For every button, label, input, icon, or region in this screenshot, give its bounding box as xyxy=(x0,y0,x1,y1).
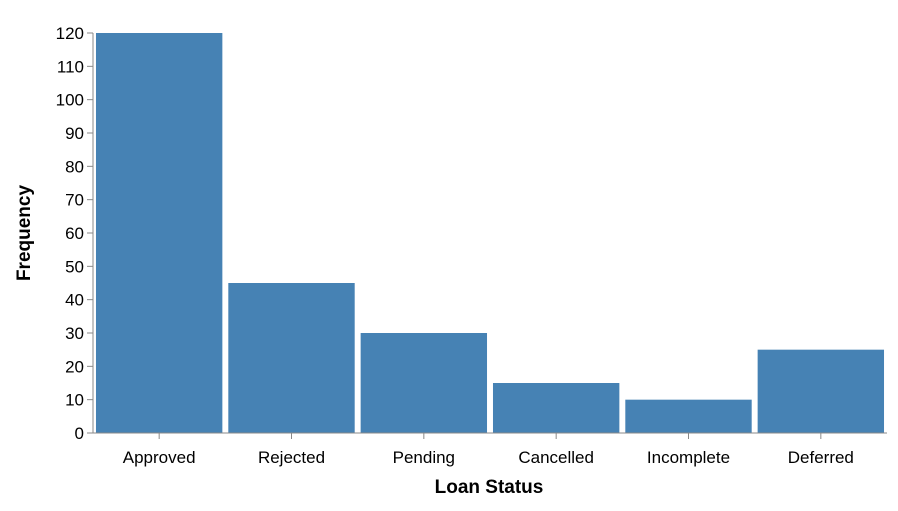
x-tick-label: Cancelled xyxy=(518,448,594,467)
x-tick-label: Rejected xyxy=(258,448,325,467)
y-tick-label: 90 xyxy=(65,124,84,143)
x-tick-label: Deferred xyxy=(788,448,854,467)
x-axis-title: Loan Status xyxy=(435,477,544,498)
bar-deferred xyxy=(757,349,885,433)
y-axis-title: Frequency xyxy=(14,185,35,282)
y-tick-label: 60 xyxy=(65,224,84,243)
y-tick-label: 20 xyxy=(65,357,84,376)
bars-layer xyxy=(95,33,885,433)
y-tick-label: 110 xyxy=(57,57,84,76)
bar-rejected xyxy=(228,283,355,433)
y-tick-label: 30 xyxy=(65,324,84,343)
y-tick-label: 10 xyxy=(65,391,84,410)
bar-approved xyxy=(95,33,223,433)
y-tick-label: 100 xyxy=(56,91,84,110)
y-axis: 0 10 20 30 40 50 60 70 80 90 100 110 120 xyxy=(56,24,94,443)
x-axis: Approved Rejected Pending Cancelled Incomple… xyxy=(93,432,887,467)
y-tick-label: 0 xyxy=(75,424,84,443)
bar-incomplete xyxy=(625,399,752,433)
y-tick-label: 40 xyxy=(65,291,84,310)
y-tick-label: 50 xyxy=(65,257,84,276)
bar-cancelled xyxy=(492,383,620,433)
y-tick-label: 80 xyxy=(65,157,84,176)
bar-pending xyxy=(360,333,488,433)
y-tick-label: 70 xyxy=(65,191,84,210)
y-tick-label: 120 xyxy=(56,24,84,43)
x-tick-label: Approved xyxy=(123,448,196,467)
x-tick-label: Pending xyxy=(393,448,455,467)
x-tick-label: Incomplete xyxy=(647,448,730,467)
